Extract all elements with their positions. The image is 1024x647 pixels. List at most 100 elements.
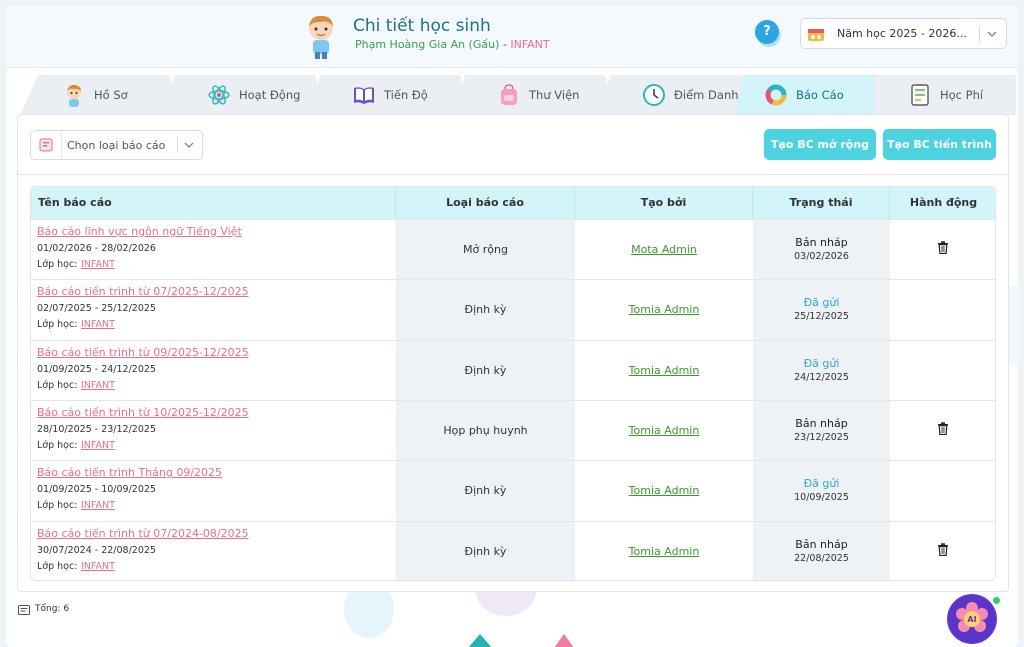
- class-link[interactable]: INFANT: [81, 379, 115, 391]
- trash-icon[interactable]: [937, 542, 949, 556]
- total-count: Tổng: 6: [35, 604, 70, 614]
- trash-icon[interactable]: [937, 422, 949, 435]
- status-date: 10/09/2025: [794, 492, 849, 504]
- report-type: Mở rộng: [463, 243, 508, 256]
- created-by-link[interactable]: Mota Admin: [631, 243, 697, 256]
- report-table: Tên báo cáo Loại báo cáo Tạo bởi Trạng t…: [30, 186, 996, 581]
- ai-flower-icon: AI: [948, 595, 996, 643]
- header-actions: Hành động: [909, 196, 978, 209]
- page-header: Chi tiết học sinh Phạm Hoàng Gia An (Gấu…: [6, 6, 1018, 68]
- school-year-select[interactable]: Năm học 2025 - 2026...: [800, 18, 1007, 49]
- created-by-link[interactable]: Tomia Admin: [628, 484, 700, 498]
- tab-tien-do[interactable]: Tiến Độ: [310, 75, 470, 115]
- ai-assistant-button[interactable]: AI: [947, 594, 997, 644]
- select-icon-box: [31, 131, 62, 159]
- tab-label: Báo Cáo: [796, 88, 844, 102]
- report-title-link[interactable]: Báo cáo tiến trình từ 10/2025-12/2025: [37, 405, 249, 419]
- column-shade: [753, 219, 890, 580]
- cell-created-by: Tomia Admin: [575, 461, 753, 521]
- class-link[interactable]: INFANT: [81, 439, 115, 451]
- cell-status: Đã gửi 24/12/2025: [753, 341, 890, 401]
- report-title-link[interactable]: Báo cáo tiến trình từ 07/2024-08/2025: [37, 526, 249, 540]
- class-label: Lớp học:: [37, 500, 78, 512]
- invoice-icon: [911, 84, 929, 106]
- cell-status: Bản nháp 22/08/2025: [753, 522, 890, 581]
- cell-report-type: Định kỳ: [396, 522, 575, 581]
- cell-created-by: Tomia Admin: [575, 401, 753, 461]
- header-report-type: Loại báo cáo: [396, 187, 575, 219]
- tab-shape: [600, 75, 760, 115]
- tab-label: Thư Viện: [529, 88, 580, 102]
- atom-icon: [208, 85, 230, 105]
- report-type: Định kỳ: [464, 484, 507, 498]
- class-link[interactable]: INFANT: [81, 319, 115, 331]
- cell-actions: [890, 461, 995, 521]
- tab-hoc-phi[interactable]: Học Phí: [874, 75, 1018, 115]
- trash-icon[interactable]: [937, 241, 949, 254]
- status-badge: Đã gửi: [803, 296, 840, 310]
- report-type: Họp phụ huynh: [443, 423, 528, 437]
- report-title-link[interactable]: Báo cáo tiến trình từ 07/2025-12/2025: [37, 285, 249, 299]
- class-label: Lớp học:: [37, 379, 78, 391]
- cell-actions: [890, 220, 995, 280]
- tab-bao-cao[interactable]: Báo Cáo: [734, 75, 894, 115]
- cell-report-type: Họp phụ huynh: [396, 401, 575, 461]
- created-by-link[interactable]: Tomia Admin: [628, 544, 700, 558]
- created-by-link[interactable]: Tomia Admin: [628, 303, 700, 317]
- table-row: Báo cáo tiến trình từ 07/2025-12/2025 02/…: [31, 279, 995, 340]
- status-badge: Đã gửi: [803, 477, 840, 491]
- status-date: 25/12/2025: [794, 311, 849, 323]
- report-title-link[interactable]: Báo cáo lĩnh vực ngôn ngữ Tiếng Việt: [37, 225, 242, 238]
- create-extended-report-button[interactable]: Tạo BC mở rộng: [764, 129, 876, 160]
- table-row: Báo cáo tiến trình từ 09/2025-12/2025 01/…: [31, 339, 995, 401]
- page-title: Chi tiết học sinh: [353, 16, 491, 36]
- student-subtitle: Phạm Hoàng Gia An (Gấu) - INFANT: [355, 38, 550, 51]
- report-date-range: 01/02/2026 - 28/02/2026: [37, 243, 156, 254]
- cell-actions: [890, 280, 995, 340]
- cell-status: Bản nháp 03/02/2026: [753, 220, 890, 280]
- class-link[interactable]: INFANT: [81, 560, 115, 572]
- class-link[interactable]: INFANT: [81, 500, 115, 512]
- report-panel: Chọn loại báo cáo Tạo BC mở rộng Tạo BC …: [17, 114, 1009, 592]
- chevron-down-icon: [987, 31, 997, 37]
- calendar-kids-icon: [808, 29, 824, 41]
- cell-report-name: Báo cáo tiến trình từ 07/2024-08/2025 30/…: [31, 522, 396, 581]
- status-badge: Bản nháp: [795, 537, 848, 551]
- help-icon[interactable]: ?: [755, 20, 779, 44]
- cell-report-name: Báo cáo tiến trình Tháng 09/2025 01/09/20…: [31, 461, 396, 521]
- report-type: Định kỳ: [464, 544, 507, 558]
- status-badge: Bản nháp: [795, 416, 848, 430]
- class-label: Lớp học:: [37, 439, 78, 451]
- table-row: Báo cáo tiến trình từ 07/2024-08/2025 30/…: [31, 520, 995, 581]
- cell-created-by: Tomia Admin: [575, 522, 753, 581]
- tab-diem-danh[interactable]: Điểm Danh: [600, 75, 760, 115]
- report-date-range: 30/07/2024 - 22/08/2025: [37, 544, 156, 556]
- tab-thu-vien[interactable]: Thư Viện: [455, 75, 615, 115]
- status-date: 24/12/2025: [794, 371, 849, 383]
- cell-report-type: Định kỳ: [396, 280, 575, 340]
- create-progress-report-button[interactable]: Tạo BC tiến trình: [883, 129, 996, 160]
- backpack-icon: [501, 84, 517, 105]
- cell-actions: [890, 522, 995, 581]
- tab-hoat-dong[interactable]: Hoạt Động: [165, 75, 325, 115]
- tab-shape: [310, 75, 470, 115]
- cell-actions: [890, 341, 995, 401]
- report-type-placeholder: Chọn loại báo cáo: [67, 139, 166, 152]
- created-by-link[interactable]: Tomia Admin: [628, 363, 700, 377]
- school-year-value: Năm học 2025 - 2026...: [837, 27, 967, 40]
- tab-ho-so[interactable]: Hồ Sơ: [20, 75, 180, 115]
- decor-triangle: [554, 634, 574, 647]
- class-link[interactable]: INFANT: [81, 259, 115, 270]
- report-title-link[interactable]: Báo cáo tiến trình Tháng 09/2025: [37, 466, 223, 480]
- class-label: Lớp học:: [37, 560, 78, 572]
- report-type-select[interactable]: Chọn loại báo cáo: [30, 130, 203, 160]
- subtitle-separator: -: [499, 38, 511, 51]
- tab-shape: [20, 75, 180, 115]
- cell-report-type: Định kỳ: [396, 341, 575, 401]
- decor-triangle: [468, 634, 492, 647]
- header-created-by: Tạo bởi: [575, 187, 753, 219]
- report-title-link[interactable]: Báo cáo tiến trình từ 09/2025-12/2025: [37, 345, 249, 359]
- created-by-link[interactable]: Tomia Admin: [628, 423, 700, 437]
- ai-label: AI: [967, 615, 976, 624]
- student-avatar-icon: [309, 15, 333, 59]
